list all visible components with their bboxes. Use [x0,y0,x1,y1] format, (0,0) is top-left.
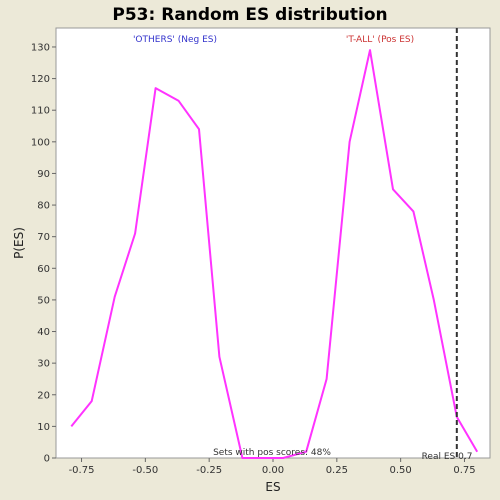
x-tick-label: 0.50 [390,465,412,476]
y-axis: 0 10 20 30 40 50 60 70 80 90 100 110 120 130 [31,42,56,465]
y-tick-label: 70 [37,232,50,243]
pos-es-label: 'T-ALL' (Pos ES) [346,35,414,45]
pos-scores-note: Sets with pos scores: 48% [213,448,331,458]
real-es-label: Real ES 0.7 [422,452,473,462]
x-tick-label: 0.00 [262,465,284,476]
x-tick-label: 0.75 [453,465,475,476]
y-tick-label: 20 [37,390,50,401]
neg-es-label: 'OTHERS' (Neg ES) [133,35,217,45]
y-axis-title: P(ES) [12,227,26,259]
x-axis-title: ES [265,480,280,494]
y-tick-label: 100 [31,137,50,148]
es-distribution-line [70,49,479,459]
x-tick-label: -0.75 [69,465,95,476]
y-tick-label: 120 [31,74,50,85]
y-tick-label: 80 [37,201,50,212]
x-tick-label: -0.50 [132,465,158,476]
y-tick-label: 10 [37,422,50,433]
y-tick-label: 60 [37,264,50,275]
y-tick-label: 130 [31,42,50,53]
x-tick-label: 0.25 [326,465,348,476]
series-layer [70,49,479,459]
y-tick-label: 90 [37,169,50,180]
y-tick-label: 40 [37,327,50,338]
x-axis: -0.75 -0.50 -0.25 0.00 0.25 0.50 0.75 [69,458,476,476]
chart-title: P53: Random ES distribution [112,5,387,25]
y-tick-label: 50 [37,295,50,306]
y-tick-label: 0 [44,454,50,465]
x-tick-label: -0.25 [196,465,222,476]
y-tick-label: 110 [31,106,50,117]
y-tick-label: 30 [37,359,50,370]
plot-area [55,27,491,459]
